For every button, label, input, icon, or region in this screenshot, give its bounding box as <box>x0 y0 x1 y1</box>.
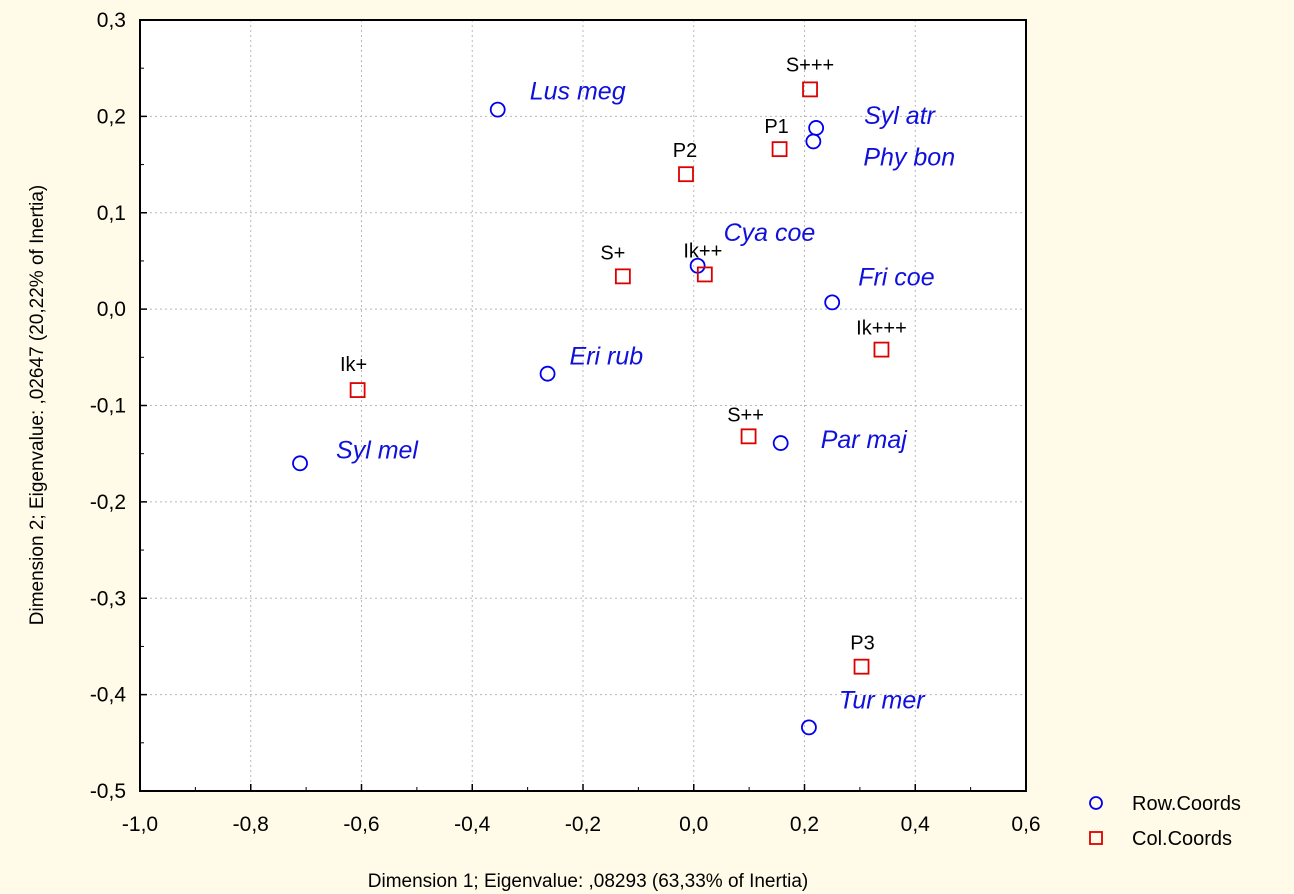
data-points: Lus meg Syl atr Phy bon Cya coe Fri coe Eri r… <box>292 54 955 736</box>
x-tick-label: 0,0 <box>679 813 708 836</box>
col-point-marker <box>873 341 890 358</box>
row-point-label: Syl mel <box>336 436 419 464</box>
y-tick-label: -0,2 <box>90 491 126 514</box>
col-point-label: Ik+ <box>340 354 367 376</box>
col-point-marker <box>853 658 870 675</box>
row-point-marker <box>772 435 789 451</box>
col-point-label: Ik+++ <box>856 318 907 340</box>
x-tick-label: 0,4 <box>901 813 931 836</box>
legend-label: Col.Coords <box>1132 828 1232 850</box>
row-point-label: Syl atr <box>864 102 937 130</box>
col-point-marker <box>771 141 788 158</box>
col-point-marker <box>696 266 713 283</box>
col-point-label: P2 <box>673 140 697 162</box>
col-point-label: S+ <box>600 242 625 264</box>
x-axis-title: Dimension 1; Eigenvalue: ,08293 (63,33% … <box>368 871 808 892</box>
col-point-marker <box>349 382 366 398</box>
y-tick-label: -0,5 <box>90 780 126 803</box>
y-tick-label: -0,4 <box>90 684 127 707</box>
y-tick-label: 0,1 <box>97 202 126 225</box>
grid-lines <box>140 20 1026 791</box>
y-tick-label: -0,3 <box>90 587 126 610</box>
row-point-marker <box>801 719 817 736</box>
x-tick-label: -0,6 <box>343 813 379 836</box>
x-tick-label: -0,4 <box>454 813 491 836</box>
y-tick-label: -0,1 <box>90 395 126 418</box>
x-tick-label: 0,2 <box>790 813 819 836</box>
col-point-label: P1 <box>764 116 788 138</box>
x-tick-label: -1,0 <box>122 813 158 836</box>
legend-col-marker <box>1089 831 1103 845</box>
row-point-marker <box>539 365 556 382</box>
y-tick-label: 0,3 <box>97 9 126 32</box>
col-point-label: Ik++ <box>683 240 722 262</box>
row-point-label: Cya coe <box>724 219 816 247</box>
x-tick-label: -0,8 <box>233 813 269 836</box>
x-tick-label: 0,6 <box>1011 813 1040 836</box>
col-point-marker <box>678 166 694 183</box>
row-point-label: Tur mer <box>839 686 926 714</box>
row-point-label: Eri rub <box>570 343 644 371</box>
axis-ticks: -1,0 -0,8 -0,6 -0,4 -0,2 0,0 0,2 0,4 0,6 0,3 0,2 0,… <box>90 9 1041 836</box>
col-point-label: P3 <box>850 633 874 655</box>
row-point-label: Fri coe <box>858 263 934 291</box>
col-point-marker <box>802 81 818 98</box>
legend-label: Row.Coords <box>1132 793 1241 815</box>
col-point-label: S+++ <box>786 54 834 76</box>
legend-row-marker <box>1089 796 1103 810</box>
y-tick-label: 0,0 <box>97 298 126 321</box>
row-point-marker <box>824 294 841 311</box>
col-point-marker <box>614 268 631 285</box>
row-point-marker <box>805 133 822 150</box>
legend: Row.Coords Col.Coords <box>1089 793 1241 850</box>
y-axis-title: Dimension 2; Eigenvalue: ,02647 (20,22% … <box>27 185 48 625</box>
col-point-label: S++ <box>727 404 764 426</box>
row-point-marker <box>489 101 506 118</box>
col-point-marker <box>740 428 757 445</box>
x-tick-label: -0,2 <box>565 813 601 836</box>
row-point-label: Lus meg <box>530 78 626 106</box>
y-tick-label: 0,2 <box>97 105 126 128</box>
row-point-label: Phy bon <box>863 143 955 171</box>
row-point-marker <box>292 455 308 472</box>
row-point-label: Par maj <box>821 426 909 454</box>
